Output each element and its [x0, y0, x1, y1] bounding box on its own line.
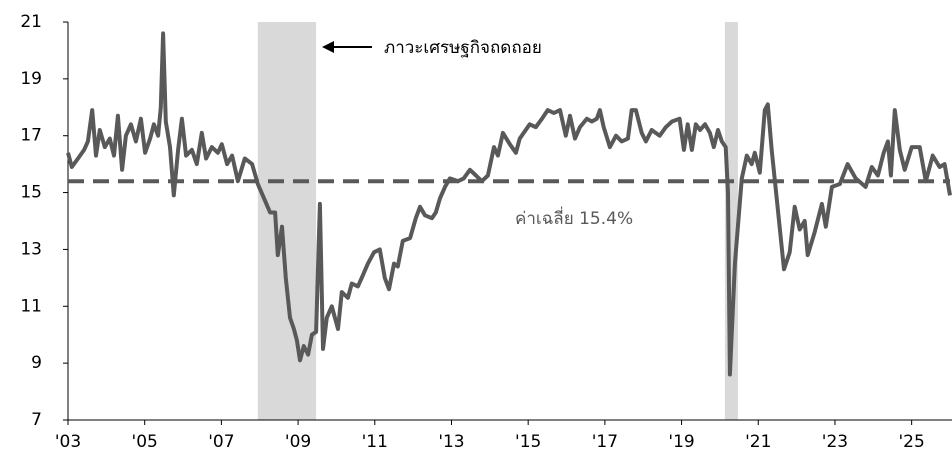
x-tick-label: '07 — [208, 432, 234, 452]
x-tick-label: '19 — [668, 432, 694, 452]
x-tick-label: '15 — [515, 432, 541, 452]
recession-shading — [257, 22, 738, 420]
y-tick-label: 7 — [31, 410, 42, 430]
y-tick-label: 21 — [20, 12, 42, 32]
x-tick-label: '09 — [285, 432, 311, 452]
x-tick-label: '23 — [822, 432, 848, 452]
x-tick-label: '21 — [745, 432, 771, 452]
y-tick-label: 11 — [20, 296, 42, 316]
x-tick-label: '17 — [592, 432, 618, 452]
x-tick-label: '05 — [132, 432, 158, 452]
y-tick-label: 15 — [20, 183, 42, 203]
annotation-arrowhead — [322, 41, 334, 53]
data-line — [66, 31, 952, 377]
y-tick-label: 17 — [20, 126, 42, 146]
average-label: ค่าเฉลี่ย 15.4% — [515, 206, 633, 229]
annotation: ภาวะเศรษฐกิจถดถอย — [384, 38, 542, 58]
x-tick-label: '13 — [438, 432, 464, 452]
y-tick-label: 19 — [20, 69, 42, 89]
x-tick-label: '11 — [362, 432, 388, 452]
recession-band — [257, 22, 317, 420]
y-tick-label: 9 — [31, 353, 42, 373]
y-tick-label: 13 — [20, 239, 42, 259]
x-tick-label: '03 — [55, 432, 81, 452]
x-tick-label: '25 — [898, 432, 924, 452]
